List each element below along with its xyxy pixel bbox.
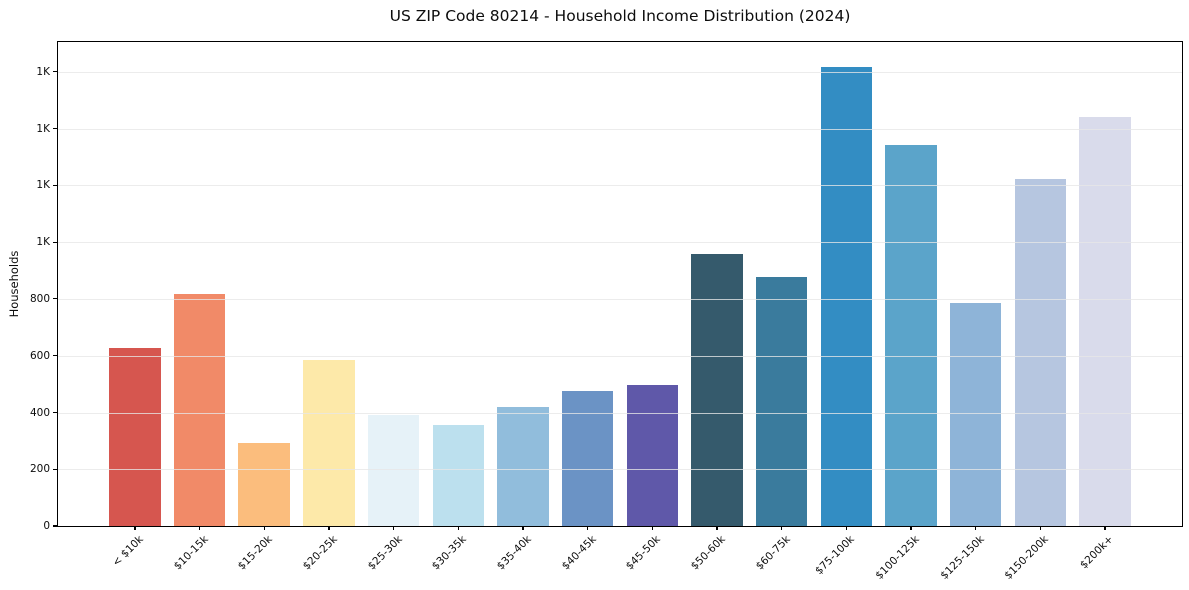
x-tick-mark bbox=[1039, 526, 1041, 530]
y-tick-mark bbox=[53, 411, 57, 414]
x-tick-mark bbox=[716, 526, 718, 530]
x-tick-mark bbox=[975, 526, 977, 530]
bar bbox=[755, 277, 808, 526]
x-tick-mark bbox=[1104, 526, 1106, 530]
x-tick-mark bbox=[587, 526, 589, 530]
y-tick-mark bbox=[53, 468, 57, 470]
bar bbox=[561, 390, 614, 526]
y-tick-label: 600 bbox=[29, 349, 50, 362]
y-tick-mark bbox=[53, 241, 57, 243]
gridline bbox=[58, 355, 1182, 357]
gridline bbox=[58, 469, 1182, 471]
bar bbox=[885, 144, 937, 526]
y-tick-label: 1K bbox=[36, 179, 50, 192]
y-tick-label: 1K bbox=[36, 65, 50, 78]
bar bbox=[949, 302, 1002, 526]
bar bbox=[303, 359, 355, 526]
gridline bbox=[58, 242, 1182, 244]
bar bbox=[173, 293, 226, 526]
bar bbox=[497, 407, 549, 526]
x-tick-mark bbox=[134, 526, 136, 530]
x-tick-label: < $10k bbox=[110, 533, 146, 569]
y-tick-label: 800 bbox=[29, 292, 50, 305]
y-tick-label: 1K bbox=[36, 236, 50, 249]
y-tick-label: 1K bbox=[36, 122, 50, 135]
y-tick-mark bbox=[53, 184, 57, 186]
y-tick-mark bbox=[53, 525, 57, 527]
y-tick-mark bbox=[53, 128, 57, 130]
gridline bbox=[58, 298, 1182, 300]
x-tick-mark bbox=[781, 526, 783, 530]
x-tick-mark bbox=[199, 526, 201, 530]
x-tick-mark bbox=[845, 526, 847, 530]
x-tick-mark bbox=[910, 526, 912, 530]
bar bbox=[238, 442, 291, 526]
y-tick-label: 0 bbox=[43, 520, 50, 532]
bar bbox=[367, 415, 420, 526]
y-axis-label: Households bbox=[7, 250, 21, 318]
x-tick-mark bbox=[328, 526, 330, 530]
gridline bbox=[58, 71, 1182, 73]
bar bbox=[626, 384, 679, 526]
chart-title: US ZIP Code 80214 - Household Income Dis… bbox=[389, 7, 851, 25]
y-tick-mark bbox=[53, 355, 57, 357]
y-tick-label: 400 bbox=[29, 406, 50, 419]
gridline bbox=[58, 128, 1182, 130]
y-tick-mark bbox=[53, 298, 57, 300]
bar bbox=[1079, 117, 1131, 526]
bar bbox=[432, 424, 485, 526]
bar bbox=[691, 254, 743, 526]
y-tick-label: 200 bbox=[29, 463, 50, 476]
bar bbox=[1014, 179, 1067, 526]
x-tick-mark bbox=[263, 526, 265, 530]
x-tick-mark bbox=[393, 526, 395, 530]
plot-area: < $10k $10-15k $15-20k $20-25k $25-30k $30-35… bbox=[30, 40, 1183, 582]
bar bbox=[109, 348, 161, 526]
bar bbox=[820, 67, 873, 526]
x-tick-mark bbox=[522, 526, 524, 530]
x-tick-mark bbox=[651, 526, 653, 530]
gridline bbox=[58, 185, 1182, 187]
y-tick-mark bbox=[53, 71, 57, 73]
x-tick-mark bbox=[457, 526, 459, 530]
gridline bbox=[58, 412, 1182, 414]
